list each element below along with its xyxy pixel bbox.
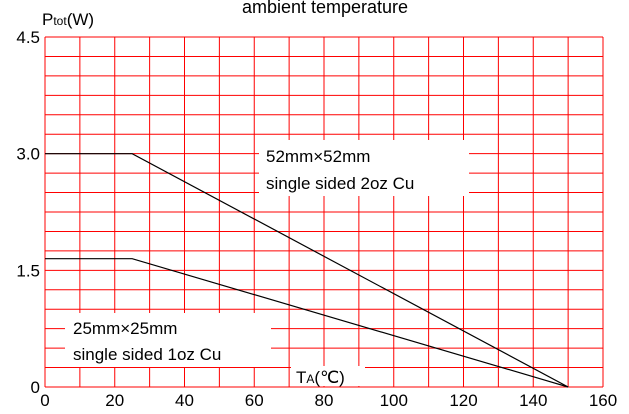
y-axis-label-unit: (W) [67, 10, 94, 29]
y-tick-label-3.0: 3.0 [16, 145, 40, 164]
x-tick-label-0: 0 [40, 391, 49, 410]
x-tick-label-80: 80 [315, 391, 334, 410]
x-axis-label-bg [291, 366, 365, 386]
series-2-line [45, 258, 569, 388]
series-2-label-bg [65, 313, 271, 367]
y-tick-label-1.5: 1.5 [16, 261, 40, 280]
series-2-label-line2: single sided 1oz Cu [73, 345, 221, 364]
series-1-label-line2: single sided 2oz Cu [266, 174, 414, 193]
series-1-label-bg [259, 140, 469, 196]
x-tick-labels: 0 20 40 60 80 100 120 140 160 [40, 391, 617, 410]
chart-title: ambient temperature [242, 0, 408, 17]
x-tick-label-60: 60 [245, 391, 264, 410]
y-tick-label-4.5: 4.5 [16, 28, 40, 47]
x-tick-label-40: 40 [175, 391, 194, 410]
grid [44, 36, 604, 388]
y-axis-label-sub: tot [53, 14, 67, 28]
y-tick-label-0: 0 [31, 378, 40, 397]
x-tick-label-20: 20 [105, 391, 124, 410]
y-axis-label: Ptot(W) [42, 10, 94, 29]
x-tick-label-100: 100 [380, 391, 408, 410]
x-tick-label-140: 140 [519, 391, 547, 410]
x-axis-label: TA(℃) [296, 368, 345, 387]
x-axis-label-unit: (℃) [314, 368, 344, 387]
y-tick-labels: 0 1.5 3.0 4.5 [16, 28, 40, 397]
x-axis-label-sub: A [306, 372, 314, 386]
series-1-line [45, 153, 569, 388]
series-1-label-line1: 52mm×52mm [266, 147, 370, 166]
x-tick-label-120: 120 [449, 391, 477, 410]
series-lines [45, 153, 569, 388]
x-axis-label-main: T [296, 368, 306, 387]
series-2-label-line1: 25mm×25mm [73, 319, 177, 338]
x-tick-label-160: 160 [589, 391, 617, 410]
y-axis-label-main: P [42, 10, 53, 29]
